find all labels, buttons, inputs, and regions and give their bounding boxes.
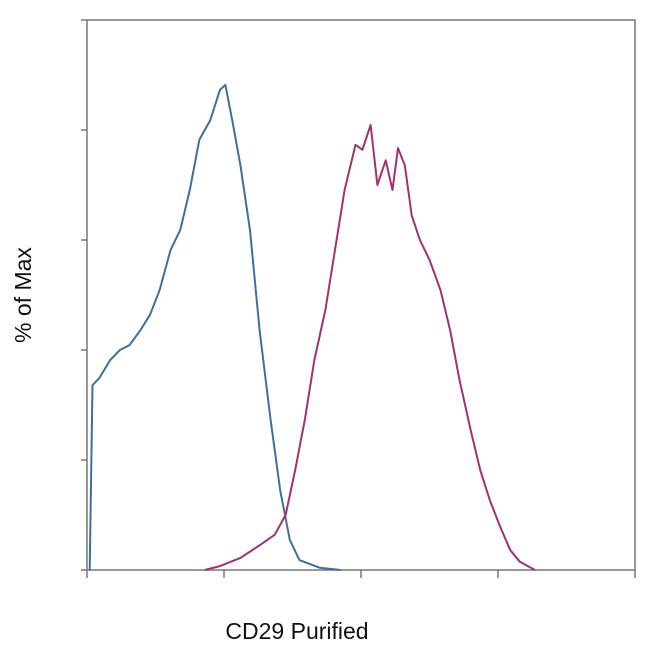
histogram-line — [88, 83, 341, 571]
histogram-line — [204, 124, 536, 571]
x-axis-label: CD29 Purified — [225, 618, 368, 644]
y-axis-label: % of Max — [10, 247, 36, 343]
plot-frame — [86, 19, 636, 571]
